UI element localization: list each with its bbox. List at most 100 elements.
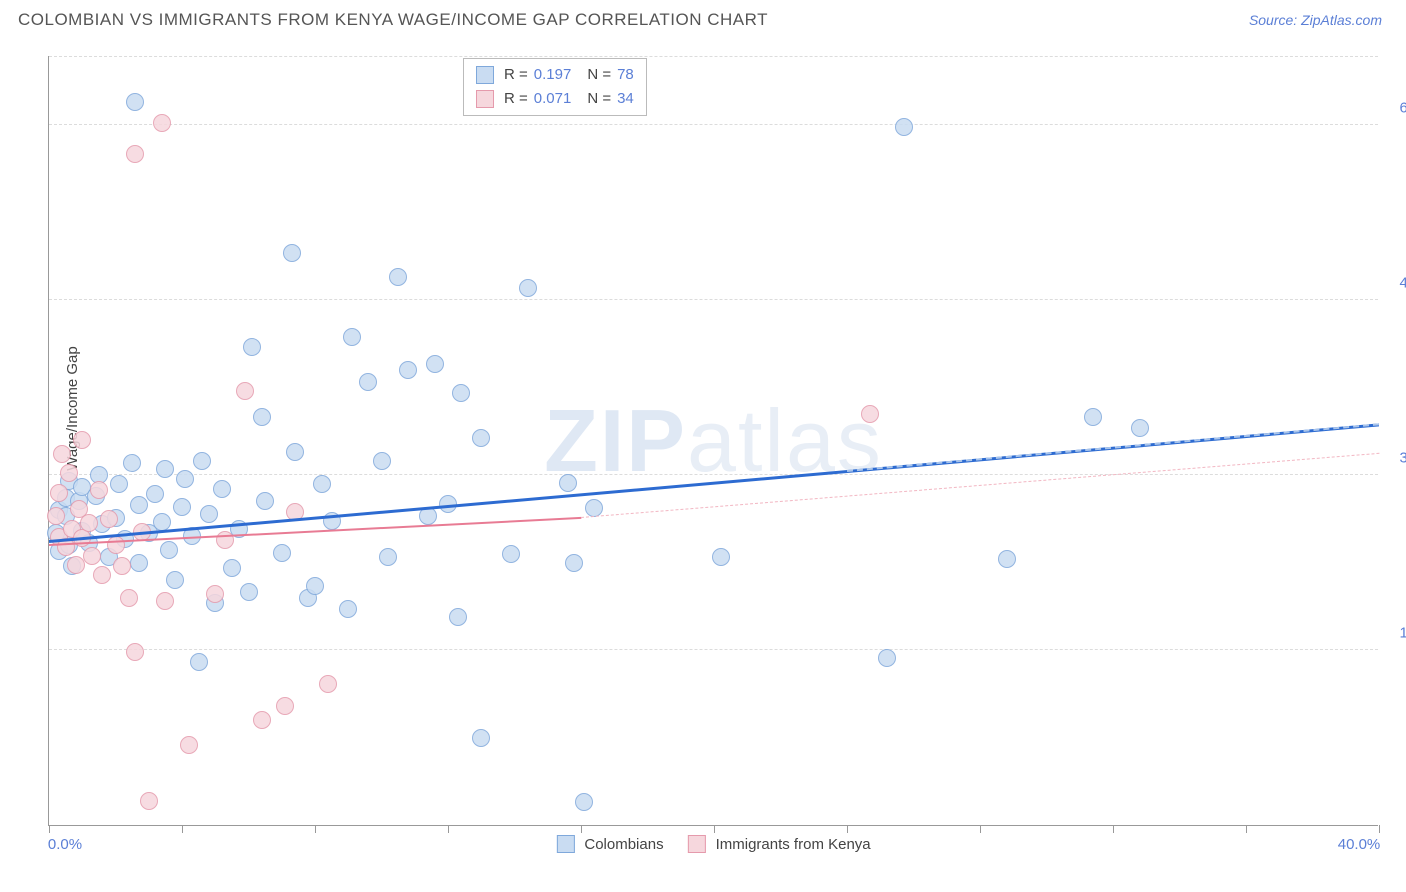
data-point — [559, 474, 577, 492]
legend-swatch — [476, 90, 494, 108]
data-point — [213, 480, 231, 498]
data-point — [176, 470, 194, 488]
data-point — [1131, 419, 1149, 437]
data-point — [223, 559, 241, 577]
data-point — [153, 114, 171, 132]
x-tick — [980, 825, 981, 833]
data-point — [373, 452, 391, 470]
watermark: ZIPatlas — [544, 390, 883, 492]
chart-title: COLOMBIAN VS IMMIGRANTS FROM KENYA WAGE/… — [18, 10, 768, 30]
data-point — [313, 475, 331, 493]
data-point — [206, 585, 224, 603]
data-point — [519, 279, 537, 297]
data-point — [80, 514, 98, 532]
data-point — [359, 373, 377, 391]
data-point — [306, 577, 324, 595]
gridline — [49, 124, 1378, 125]
data-point — [180, 736, 198, 754]
x-tick — [448, 825, 449, 833]
data-point — [166, 571, 184, 589]
data-point — [253, 408, 271, 426]
data-point — [253, 711, 271, 729]
data-point — [110, 475, 128, 493]
data-point — [67, 556, 85, 574]
data-point — [449, 608, 467, 626]
data-point — [126, 145, 144, 163]
data-point — [861, 405, 879, 423]
data-point — [83, 547, 101, 565]
data-point — [998, 550, 1016, 568]
gridline — [49, 474, 1378, 475]
trend-line — [847, 423, 1379, 472]
x-tick — [1113, 825, 1114, 833]
data-point — [283, 244, 301, 262]
data-point — [343, 328, 361, 346]
data-point — [126, 93, 144, 111]
legend-item: Colombians — [556, 835, 663, 853]
data-point — [243, 338, 261, 356]
data-point — [193, 452, 211, 470]
data-point — [50, 484, 68, 502]
x-tick — [581, 825, 582, 833]
data-point — [236, 382, 254, 400]
data-point — [93, 566, 111, 584]
x-tick — [1246, 825, 1247, 833]
legend-row: R = 0.071N = 34 — [476, 87, 634, 111]
data-point — [452, 384, 470, 402]
data-point — [173, 498, 191, 516]
data-point — [286, 443, 304, 461]
data-point — [502, 545, 520, 563]
data-point — [240, 583, 258, 601]
data-point — [53, 445, 71, 463]
chart-plot-area: ZIPatlas R = 0.197N = 78R = 0.071N = 34 … — [48, 56, 1378, 826]
legend-swatch — [688, 835, 706, 853]
data-point — [60, 464, 78, 482]
data-point — [575, 793, 593, 811]
data-point — [399, 361, 417, 379]
data-point — [273, 544, 291, 562]
gridline — [49, 299, 1378, 300]
data-point — [160, 541, 178, 559]
gridline — [49, 56, 1378, 57]
x-tick — [315, 825, 316, 833]
data-point — [585, 499, 603, 517]
data-point — [565, 554, 583, 572]
gridline — [49, 649, 1378, 650]
legend-swatch — [476, 66, 494, 84]
data-point — [339, 600, 357, 618]
correlation-legend: R = 0.197N = 78R = 0.071N = 34 — [463, 58, 647, 116]
x-tick — [49, 825, 50, 833]
x-tick — [714, 825, 715, 833]
data-point — [156, 460, 174, 478]
data-point — [190, 653, 208, 671]
x-tick — [182, 825, 183, 833]
x-tick-label: 0.0% — [48, 836, 82, 853]
data-point — [130, 496, 148, 514]
data-point — [130, 554, 148, 572]
legend-row: R = 0.197N = 78 — [476, 63, 634, 87]
y-tick-label: 30.0% — [1382, 450, 1406, 467]
legend-swatch — [556, 835, 574, 853]
data-point — [426, 355, 444, 373]
data-point — [156, 592, 174, 610]
source-label: Source: ZipAtlas.com — [1249, 12, 1382, 28]
data-point — [319, 675, 337, 693]
data-point — [73, 431, 91, 449]
data-point — [100, 510, 118, 528]
data-point — [200, 505, 218, 523]
y-tick-label: 60.0% — [1382, 100, 1406, 117]
data-point — [153, 513, 171, 531]
x-tick — [847, 825, 848, 833]
data-point — [276, 697, 294, 715]
data-point — [1084, 408, 1102, 426]
legend-item: Immigrants from Kenya — [688, 835, 871, 853]
data-point — [140, 792, 158, 810]
data-point — [47, 507, 65, 525]
y-tick-label: 45.0% — [1382, 275, 1406, 292]
data-point — [472, 729, 490, 747]
data-point — [123, 454, 141, 472]
x-tick — [1379, 825, 1380, 833]
data-point — [472, 429, 490, 447]
data-point — [126, 643, 144, 661]
data-point — [878, 649, 896, 667]
